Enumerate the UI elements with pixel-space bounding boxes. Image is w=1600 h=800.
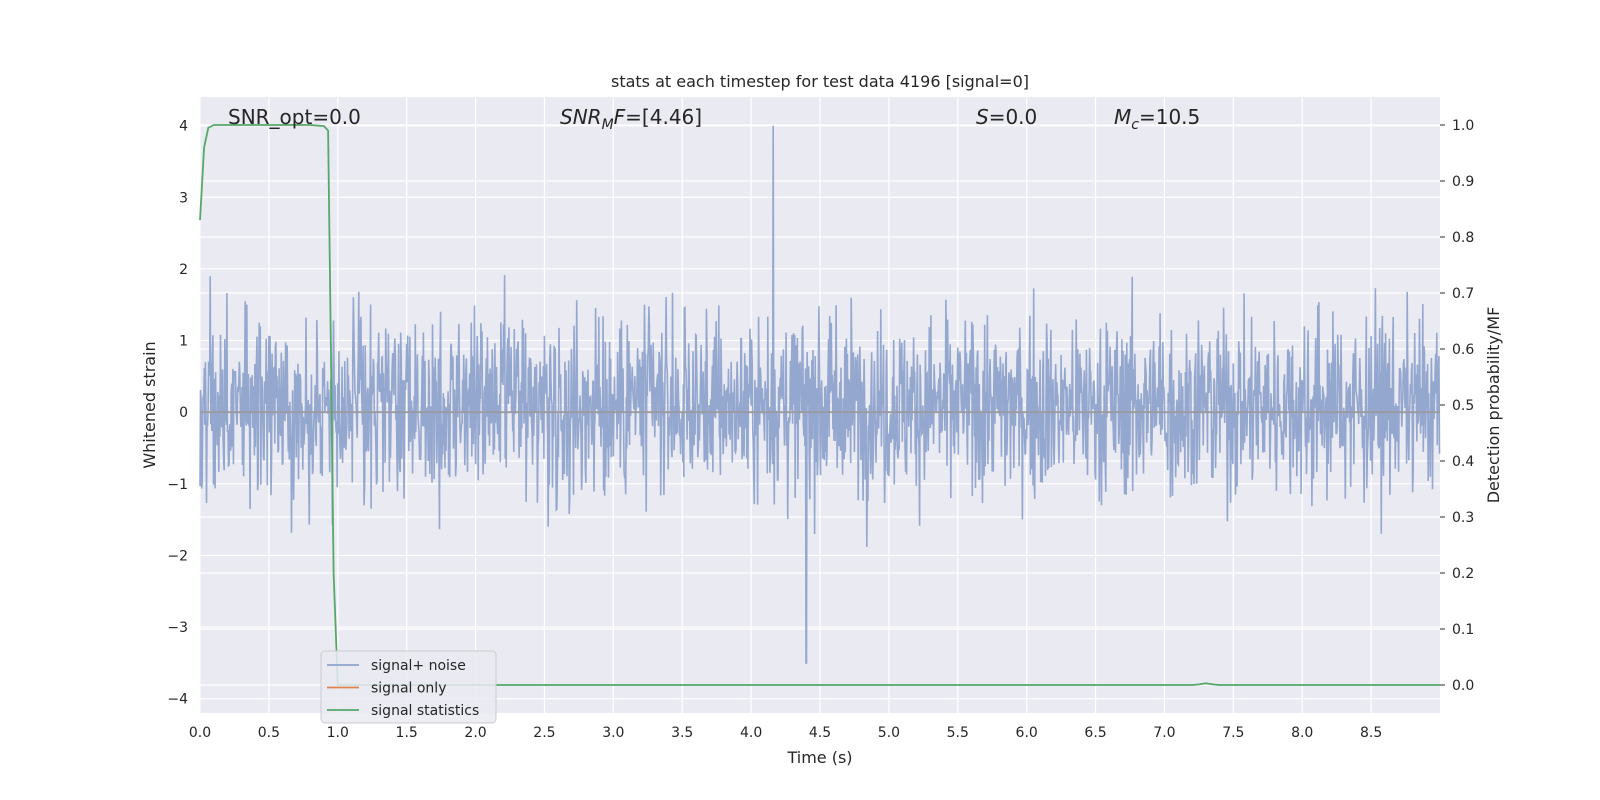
x-tick-label: 7.5 bbox=[1222, 725, 1244, 741]
x-tick-label: 6.5 bbox=[1084, 725, 1106, 741]
y-tick-label-right: 0.0 bbox=[1452, 678, 1474, 694]
y-tick-label-left: 3 bbox=[179, 190, 188, 206]
y-tick-label-right: 0.5 bbox=[1452, 398, 1474, 414]
y-tick-label-right: 0.2 bbox=[1452, 566, 1474, 582]
mc-base: M bbox=[1114, 105, 1131, 129]
x-tick-label: 8.5 bbox=[1360, 725, 1382, 741]
y-tick-label-right: 0.1 bbox=[1452, 622, 1474, 638]
snr-mf-base: SNR bbox=[560, 105, 602, 129]
chart-title: stats at each timestep for test data 419… bbox=[611, 72, 1029, 91]
y-tick-label-right: 0.7 bbox=[1452, 286, 1474, 302]
x-tick-label: 2.0 bbox=[464, 725, 486, 741]
series-signal-statistics-line bbox=[199, 124, 1440, 686]
x-tick-label: 5.0 bbox=[878, 725, 900, 741]
x-tick-label: 1.5 bbox=[396, 725, 418, 741]
y-tick-label-right: 0.6 bbox=[1452, 342, 1474, 358]
y-tick-label-right: 1.0 bbox=[1452, 118, 1474, 134]
annotation-s: S=0.0 bbox=[976, 105, 1037, 129]
annotation-mc: Mc=10.5 bbox=[1114, 105, 1200, 133]
x-tick-label: 1.0 bbox=[327, 725, 349, 741]
signal-noise-series bbox=[199, 125, 1441, 664]
y-tick-label-right: 0.9 bbox=[1452, 174, 1474, 190]
snr-mf-rest: =[4.46] bbox=[625, 105, 702, 129]
y-tick-label-left: −1 bbox=[167, 477, 188, 493]
series-signal-noise-line bbox=[199, 125, 1441, 664]
y-tick-label-left: −4 bbox=[167, 692, 188, 708]
y-axis-label-left: Whitened strain bbox=[140, 341, 159, 468]
annotation-snr-mf: SNRMF=[4.46] bbox=[560, 105, 702, 133]
x-tick-label: 0.0 bbox=[189, 725, 211, 741]
mc-rest: =10.5 bbox=[1139, 105, 1200, 129]
legend-box bbox=[320, 650, 497, 724]
legend-entry: signal statistics bbox=[371, 703, 479, 719]
tick-labels: 0.0 0.5 1.0 1.5 2.0 2.5 3.0 3.5 4.0 4.5 5.0 5.5 6.0 6… bbox=[167, 118, 1474, 741]
x-tick-label: 3.5 bbox=[671, 725, 693, 741]
s-italic: S bbox=[976, 105, 989, 129]
x-tick-label: 4.5 bbox=[809, 725, 831, 741]
y-tick-label-left: 0 bbox=[179, 405, 188, 421]
y-tick-label-right: 0.4 bbox=[1452, 454, 1474, 470]
snr-mf-sub: M bbox=[602, 117, 614, 133]
y-tick-label-left: −3 bbox=[167, 620, 188, 636]
y-axis-label-right: Detection probability/MF bbox=[1484, 307, 1503, 504]
x-tick-label: 2.5 bbox=[533, 725, 555, 741]
annotation-snr-opt: SNR_opt=0.0 bbox=[228, 105, 361, 129]
x-tick-label: 4.0 bbox=[740, 725, 762, 741]
x-axis-label: Time (s) bbox=[786, 748, 852, 767]
x-tick-label: 6.0 bbox=[1016, 725, 1038, 741]
x-tick-label: 5.5 bbox=[947, 725, 969, 741]
y-tick-label-left: −2 bbox=[167, 548, 188, 564]
mc-sub: c bbox=[1131, 117, 1139, 133]
s-rest: =0.0 bbox=[989, 105, 1038, 129]
snr-mf-rest-f: F bbox=[614, 105, 626, 129]
x-tick-label: 8.0 bbox=[1291, 725, 1313, 741]
legend-entry: signal only bbox=[371, 681, 446, 697]
y-tick-label-left: 2 bbox=[179, 262, 188, 278]
y-tick-label-left: 1 bbox=[179, 334, 188, 350]
y-tick-label-right: 0.3 bbox=[1452, 510, 1474, 526]
y-tick-label-right: 0.8 bbox=[1452, 230, 1474, 246]
y-tick-label-left: 4 bbox=[179, 119, 188, 135]
x-tick-label: 3.0 bbox=[602, 725, 624, 741]
x-tick-label: 0.5 bbox=[258, 725, 280, 741]
line-series bbox=[199, 124, 1440, 686]
x-tick-label: 7.0 bbox=[1153, 725, 1175, 741]
legend-entry: signal+ noise bbox=[371, 658, 466, 674]
legend: signal+ noise signal only signal statistic… bbox=[320, 650, 497, 724]
